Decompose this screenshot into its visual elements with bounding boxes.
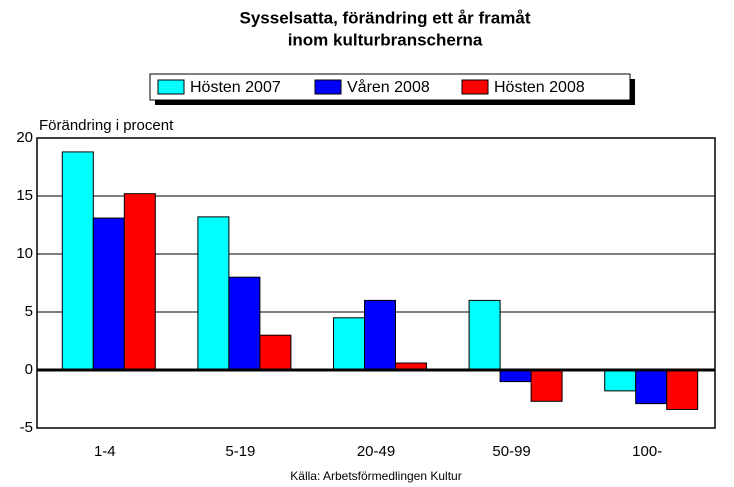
legend-label: Hösten 2007 [190,79,281,96]
legend-swatch [157,79,185,95]
x-tick-label: 100- [632,443,662,460]
y-tick-label: 20 [16,129,33,146]
bar [499,369,532,383]
x-tick-label: 5-19 [225,443,255,460]
x-tick-label: 1-4 [94,443,116,460]
y-tick-label: 5 [25,303,33,320]
legend-swatch [314,79,342,95]
bar [604,369,637,392]
x-tick-label: 50-99 [492,443,530,460]
chart-title: Sysselsatta, förändring ett år framåt [240,8,531,27]
bar [228,276,261,371]
plot-frame [36,137,716,429]
y-axis-label: Förändring i procent [39,117,174,134]
bar [197,216,230,371]
legend-label: Hösten 2008 [494,79,585,96]
legend [149,73,631,101]
bar [61,151,94,371]
bar [364,299,396,371]
source: Källa: Arbetsförmedlingen Kultur [290,469,461,483]
bar [666,369,699,410]
y-tick-label: -5 [20,419,33,436]
x-tick-label: 20-49 [357,443,395,460]
bar [333,317,365,371]
bar [92,217,125,371]
legend-label: Våren 2008 [347,78,430,96]
chart-title: inom kulturbranscherna [288,30,483,49]
y-tick-label: 10 [16,245,33,262]
bar [530,369,563,402]
bar [123,193,156,371]
y-tick-label: 0 [25,361,33,378]
bar [635,369,668,405]
y-tick-label: 15 [16,187,33,204]
legend-swatch [461,79,489,95]
bar [468,299,501,371]
bar [259,334,292,371]
